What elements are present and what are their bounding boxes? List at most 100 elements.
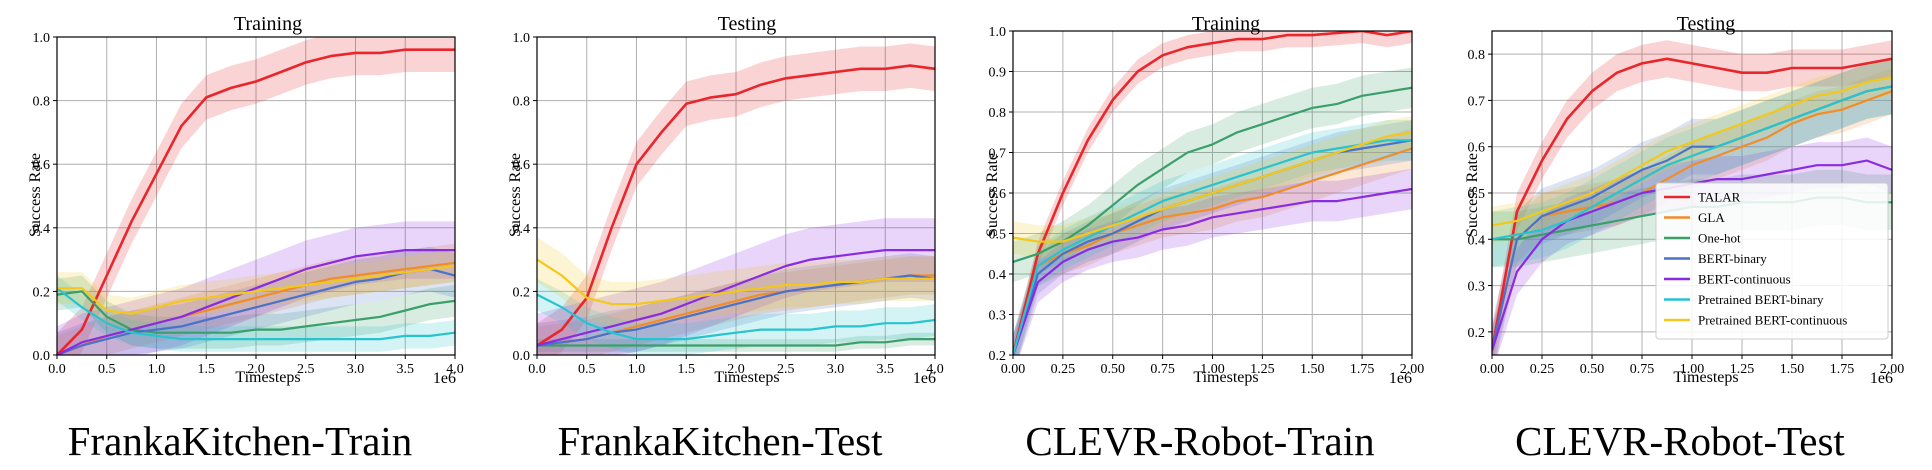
y-tick-label: 0.2	[1468, 326, 1486, 341]
panel-frankakitchen-test: Testing 0.0 0.5 1.0 1.5 2.0 2.5 3.0 3.5 4.00.00.…	[507, 13, 944, 464]
series-line-gla	[1492, 90, 1892, 351]
x-tick-label: 0.50	[1580, 362, 1605, 377]
y-tick-label: 0.2	[33, 285, 51, 300]
series-band-one-hot	[1013, 67, 1412, 283]
y-tick-label: 0.8	[33, 95, 51, 110]
x-tick-label: 1.25	[1250, 362, 1275, 377]
series-band-one-hot	[537, 332, 935, 352]
x-scale-label: 1e6	[1870, 370, 1893, 387]
series-band-gla	[1013, 128, 1412, 355]
series-line-talar	[57, 48, 455, 355]
y-tick-label: 0.5	[989, 228, 1007, 243]
x-tick-label: 0.25	[1051, 362, 1076, 377]
x-tick-label: 0.5	[578, 362, 596, 377]
y-tick-label: 0.3	[989, 309, 1007, 324]
y-tick-label: 0.0	[513, 349, 531, 364]
y-tick-label: 0.6	[1468, 141, 1486, 156]
chart-plot: 0.00 0.25 0.50 0.75 1.00 1.25 1.50 1.75 2.00 0.2 0…	[989, 25, 1425, 377]
series-line-bert-continuous	[1013, 187, 1412, 355]
series-line-one-hot	[537, 338, 935, 347]
panel-caption: FrankaKitchen-Train	[68, 418, 413, 464]
x-tick-label: 0.5	[98, 362, 116, 377]
y-tick-label: 0.6	[513, 158, 531, 173]
legend-label: Pretrained BERT-continuous	[1698, 313, 1847, 328]
y-tick-label: 0.7	[989, 147, 1007, 162]
series-line-pretrained-bert-binary	[1013, 139, 1412, 355]
series-line-pretrained-bert-binary	[1492, 85, 1892, 241]
series-band-talar	[1492, 40, 1892, 355]
series-band-gla	[57, 243, 455, 355]
y-tick-label: 0.4	[33, 222, 51, 237]
series-band-pretrained-bert-binary	[537, 278, 935, 355]
y-axis-label: Success Rate	[1464, 153, 1481, 237]
series-band-bert-binary	[57, 246, 455, 355]
panel-caption: CLEVR-Robot-Test	[1515, 418, 1845, 464]
series-line-bert-continuous	[57, 249, 455, 355]
x-tick-label: 1.00	[1680, 362, 1705, 377]
x-tick-label: 3.5	[877, 362, 895, 377]
plot-area	[1013, 31, 1412, 355]
y-tick-label: 0.8	[1468, 48, 1486, 63]
y-tick-label: 0.4	[1468, 233, 1486, 248]
x-tick-label: 4.0	[446, 362, 464, 377]
y-axis-label: Success Rate	[984, 153, 1001, 237]
series-line-pretrained-bert-continuous	[1013, 131, 1412, 243]
x-tick-label: 0.75	[1150, 362, 1175, 377]
chart-title: Testing	[1677, 13, 1736, 35]
legend-label: TALAR	[1698, 190, 1741, 205]
y-axis-label: Success Rate	[507, 153, 524, 237]
x-axis-label: Timesteps	[235, 369, 300, 386]
x-tick-label: 1.00	[1200, 362, 1225, 377]
x-tick-label: 1.50	[1300, 362, 1325, 377]
legend-label: GLA	[1698, 210, 1725, 225]
legend-label: BERT-continuous	[1698, 272, 1791, 287]
x-scale-label: 1e6	[433, 370, 456, 387]
chart-title: Testing	[718, 13, 777, 35]
series-line-pretrained-bert-continuous	[537, 258, 935, 306]
x-axis-label: Timesteps	[714, 369, 779, 386]
x-tick-label: 1.0	[628, 362, 646, 377]
x-axis-label: Timesteps	[1193, 369, 1258, 386]
series-line-pretrained-bert-binary	[57, 287, 455, 341]
plot-frame	[56, 36, 456, 356]
y-tick-label: 0.7	[1468, 94, 1486, 109]
x-scale-label: 1e6	[1389, 370, 1412, 387]
legend-label: Pretrained BERT-binary	[1698, 292, 1824, 307]
series-line-one-hot	[57, 290, 455, 334]
chart-title: Training	[1192, 13, 1260, 35]
series-band-talar	[57, 37, 455, 355]
y-tick-label: 1.0	[989, 25, 1007, 40]
x-tick-label: 0.75	[1630, 362, 1655, 377]
y-tick-label: 0.8	[513, 95, 531, 110]
x-tick-label: 2.5	[777, 362, 795, 377]
x-tick-label: 1.50	[1780, 362, 1805, 377]
panel-frankakitchen-train: Training 0.0 0.5 1.0 1.5 2.0 2.5 3.0 3.5 4.00.00…	[27, 13, 464, 464]
plot-area	[537, 43, 935, 355]
x-tick-label: 0.00	[1001, 362, 1026, 377]
series-line-bert-binary	[57, 268, 455, 355]
y-axis-label: Success Rate	[27, 153, 44, 237]
x-axis-label: Timesteps	[1673, 369, 1738, 386]
y-tick-label: 0.5	[1468, 187, 1486, 202]
x-tick-label: 2.0	[247, 362, 265, 377]
panel-clevr-robot-test: Testing 0.00 0.25 0.50 0.75 1.00 1.25 1.50 1.75…	[1464, 13, 1904, 464]
plot-frame	[1012, 30, 1413, 356]
plot-frame	[536, 36, 936, 356]
series-line-talar	[537, 64, 935, 347]
y-tick-label: 0.4	[513, 222, 531, 237]
series-line-talar	[1013, 31, 1412, 355]
y-tick-label: 0.4	[989, 268, 1007, 283]
series-band-pretrained-bert-binary	[1492, 58, 1892, 268]
x-tick-label: 2.0	[727, 362, 745, 377]
legend-label: One-hot	[1698, 231, 1741, 246]
y-tick-label: 1.0	[513, 31, 531, 46]
legend-box	[1655, 182, 1889, 340]
x-tick-label: 1.5	[198, 362, 216, 377]
panel-caption: CLEVR-Robot-Train	[1025, 418, 1374, 464]
y-tick-label: 0.0	[33, 349, 51, 364]
series-band-bert-binary	[1492, 58, 1892, 355]
x-tick-label: 3.5	[397, 362, 415, 377]
series-band-bert-binary	[1013, 120, 1412, 355]
chart-plot: 0.0 0.5 1.0 1.5 2.0 2.5 3.0 3.5 4.0 0.0 0.2 0.4 0.6 0…	[33, 31, 464, 377]
